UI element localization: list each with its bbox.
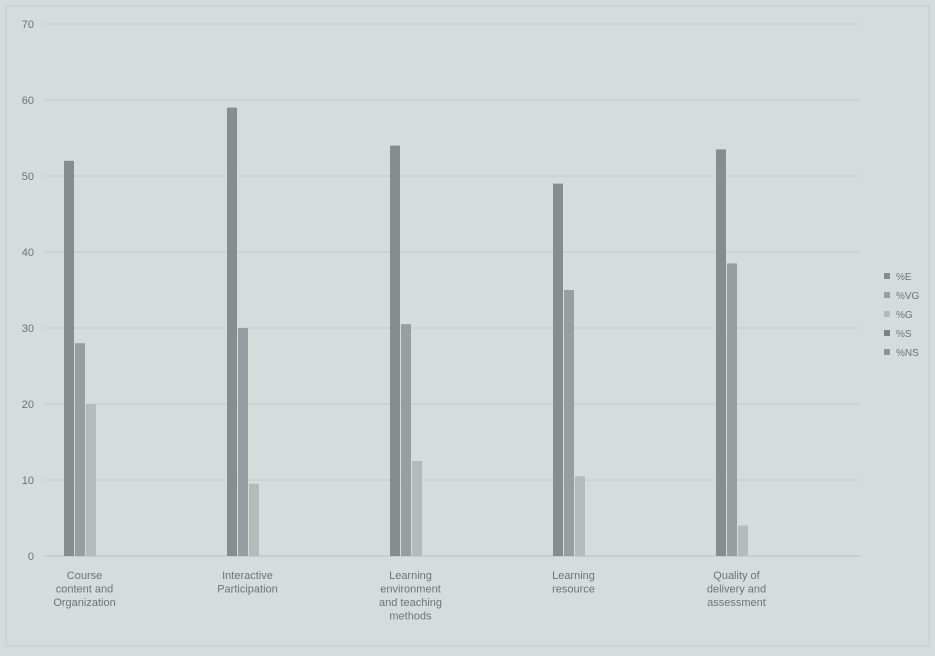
bar bbox=[390, 145, 400, 556]
bar bbox=[75, 343, 85, 556]
legend-swatch bbox=[884, 273, 890, 279]
bar bbox=[401, 324, 411, 556]
x-tick-label: methods bbox=[389, 611, 432, 623]
bar bbox=[86, 404, 96, 556]
legend-label: %S bbox=[896, 329, 912, 340]
bar bbox=[738, 525, 748, 556]
bar bbox=[249, 483, 259, 556]
y-tick-label: 60 bbox=[22, 95, 34, 107]
x-tick-label: assessment bbox=[707, 597, 766, 609]
x-tick-label: environment bbox=[380, 584, 441, 596]
y-axis: 0 10 20 30 40 50 60 70 bbox=[22, 19, 34, 563]
x-tick-label: Learning bbox=[552, 570, 595, 582]
x-tick-label: Course bbox=[67, 570, 102, 582]
x-tick-label: delivery and bbox=[707, 584, 766, 596]
legend-label: %NS bbox=[896, 348, 919, 359]
x-tick-label: Quality of bbox=[713, 570, 760, 582]
y-tick-label: 50 bbox=[22, 171, 34, 183]
bar bbox=[564, 290, 574, 556]
y-tick-label: 30 bbox=[22, 323, 34, 335]
y-tick-label: 40 bbox=[22, 247, 34, 259]
y-tick-label: 10 bbox=[22, 475, 34, 487]
gridlines bbox=[45, 23, 860, 557]
legend-label: %VG bbox=[896, 291, 920, 302]
x-tick-label: Learning bbox=[389, 570, 432, 582]
bar bbox=[716, 149, 726, 556]
bar bbox=[238, 328, 248, 556]
x-tick-label: Organization bbox=[53, 597, 115, 609]
legend-swatch bbox=[884, 349, 890, 355]
legend-swatch bbox=[884, 292, 890, 298]
bar bbox=[227, 107, 237, 556]
bar bbox=[575, 476, 585, 556]
legend-swatch bbox=[884, 311, 890, 317]
legend-label: %G bbox=[896, 310, 913, 321]
y-tick-label: 70 bbox=[22, 19, 34, 31]
x-tick-label: Interactive bbox=[222, 570, 273, 582]
bar bbox=[412, 461, 422, 556]
legend-label: %E bbox=[896, 272, 912, 283]
y-tick-label: 20 bbox=[22, 399, 34, 411]
bar bbox=[553, 183, 563, 556]
x-tick-label: and teaching bbox=[379, 597, 442, 609]
chart-border bbox=[5, 5, 930, 647]
bars bbox=[64, 107, 748, 557]
x-tick-label: resource bbox=[552, 584, 595, 596]
x-tick-label: content and bbox=[56, 584, 114, 596]
y-tick-label: 0 bbox=[28, 551, 34, 563]
bar bbox=[64, 160, 74, 557]
x-tick-label: Participation bbox=[217, 584, 278, 596]
legend-swatch bbox=[884, 330, 890, 336]
bar bbox=[727, 263, 737, 556]
legend: %E %VG %G %S %NS bbox=[884, 272, 920, 359]
